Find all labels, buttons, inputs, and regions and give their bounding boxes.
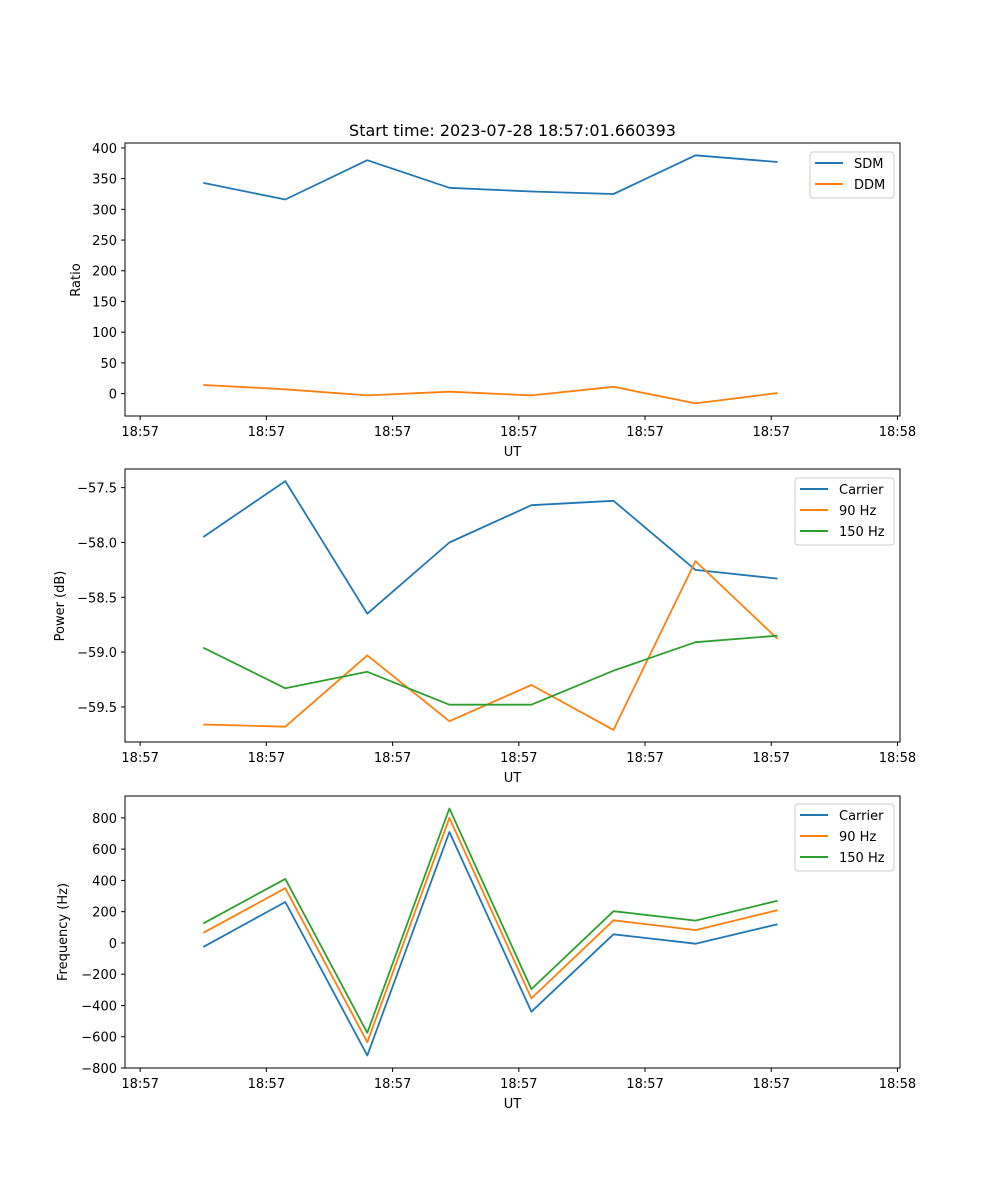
ratio-y-tick-label: 300	[92, 203, 117, 218]
frequency-series-group	[202, 807, 778, 1057]
ratio-x-tick-label: 18:58	[879, 425, 916, 440]
frequency-y-tick-label: 600	[92, 843, 117, 858]
frequency-x-ticks: 18:57 18:57 18:57 18:57 18:57 18:57 18:58	[121, 1068, 916, 1092]
ratio-y-tick-label: 200	[92, 265, 117, 280]
legend-label-90hz: 90 Hz	[839, 504, 876, 519]
ratio-y-tick-label: 150	[92, 295, 117, 310]
ratio-y-tick-label: 50	[100, 357, 117, 372]
frequency-series-150hz-line	[202, 807, 778, 1034]
legend-label-150hz: 150 Hz	[839, 851, 885, 866]
ratio-x-axis-label: UT	[504, 445, 522, 460]
power-y-ticks: −57.5 −58.0 −58.5 −59.0 −59.5	[77, 482, 125, 716]
power-series-carrier-line	[202, 480, 778, 615]
power-x-axis-label: UT	[504, 771, 522, 786]
legend-label-90hz: 90 Hz	[839, 830, 876, 845]
frequency-y-tick-label: −800	[81, 1062, 117, 1077]
frequency-x-tick-label: 18:57	[626, 1077, 663, 1092]
legend-box	[794, 477, 895, 546]
ratio-series-group	[203, 154, 778, 405]
ratio-x-tick-label: 18:57	[374, 425, 411, 440]
power-y-tick-label: −57.5	[77, 482, 117, 497]
power-y-axis-label: Power (dB)	[53, 571, 68, 642]
frequency-x-tick-label: 18:57	[500, 1077, 537, 1092]
power-series-150hz-line	[202, 634, 778, 706]
ratio-x-tick-label: 18:57	[626, 425, 663, 440]
frequency-y-axis-label: Frequency (Hz)	[56, 883, 71, 981]
legend-label-150hz: 150 Hz	[839, 525, 885, 540]
power-x-tick-label: 18:57	[753, 751, 790, 766]
power-x-tick-label: 18:58	[879, 751, 916, 766]
ratio-y-tick-label: 0	[109, 388, 117, 403]
ratio-y-ticks: 0 50 100 150 200 250 300 350 400	[92, 142, 125, 403]
frequency-y-tick-label: −600	[81, 1031, 117, 1046]
frequency-x-tick-label: 18:57	[121, 1077, 158, 1092]
frequency-y-tick-label: 400	[92, 874, 117, 889]
legend-label-carrier: Carrier	[839, 483, 884, 498]
ratio-panel: Start time: 2023-07-28 18:57:01.660393 1…	[69, 121, 916, 460]
power-x-tick-label: 18:57	[121, 751, 158, 766]
power-x-ticks: 18:57 18:57 18:57 18:57 18:57 18:57 18:58	[121, 742, 916, 766]
ratio-y-axis-label: Ratio	[69, 263, 84, 296]
legend-label-sdm: SDM	[854, 157, 883, 172]
chart-title: Start time: 2023-07-28 18:57:01.660393	[349, 121, 676, 140]
power-x-tick-label: 18:57	[248, 751, 285, 766]
frequency-series-carrier-line	[202, 831, 778, 1057]
frequency-y-tick-label: 0	[109, 937, 117, 952]
power-y-tick-label: −59.0	[77, 646, 117, 661]
ratio-y-tick-label: 400	[92, 142, 117, 157]
ratio-y-tick-label: 250	[92, 234, 117, 249]
power-x-tick-label: 18:57	[374, 751, 411, 766]
power-x-tick-label: 18:57	[626, 751, 663, 766]
frequency-legend: Carrier 90 Hz 150 Hz	[794, 803, 895, 872]
ratio-x-tick-label: 18:57	[753, 425, 790, 440]
ratio-series-ddm-line	[203, 384, 778, 405]
frequency-axes-frame	[124, 795, 901, 1069]
frequency-x-axis-label: UT	[504, 1097, 522, 1112]
frequency-x-tick-label: 18:58	[879, 1077, 916, 1092]
frequency-series-90hz-line	[202, 817, 778, 1044]
power-axes-frame	[124, 468, 901, 743]
ratio-series-sdm-line	[203, 154, 778, 201]
legend-label-carrier: Carrier	[839, 809, 884, 824]
power-y-tick-label: −59.5	[77, 701, 117, 716]
frequency-y-tick-label: 800	[92, 812, 117, 827]
frequency-x-tick-label: 18:57	[248, 1077, 285, 1092]
frequency-x-tick-label: 18:57	[374, 1077, 411, 1092]
frequency-y-tick-label: −200	[81, 968, 117, 983]
ratio-y-tick-label: 100	[92, 326, 117, 341]
frequency-panel: 18:57 18:57 18:57 18:57 18:57 18:57 18:58 −800…	[56, 795, 916, 1112]
ratio-x-tick-label: 18:57	[500, 425, 537, 440]
power-y-tick-label: −58.0	[77, 536, 117, 551]
power-y-tick-label: −58.5	[77, 591, 117, 606]
frequency-x-tick-label: 18:57	[753, 1077, 790, 1092]
ratio-y-tick-label: 350	[92, 173, 117, 188]
power-panel: 18:57 18:57 18:57 18:57 18:57 18:57 18:58 −57.…	[53, 468, 916, 786]
ratio-axes-frame	[124, 142, 901, 417]
frequency-y-tick-label: 200	[92, 906, 117, 921]
ratio-x-ticks: 18:57 18:57 18:57 18:57 18:57 18:57 18:58	[121, 416, 916, 440]
ratio-legend: SDM DDM	[809, 151, 895, 199]
legend-label-ddm: DDM	[854, 178, 885, 193]
ratio-x-tick-label: 18:57	[248, 425, 285, 440]
ratio-x-tick-label: 18:57	[121, 425, 158, 440]
legend-box	[794, 803, 895, 872]
power-legend: Carrier 90 Hz 150 Hz	[794, 477, 895, 546]
power-series-group	[202, 480, 779, 731]
power-x-tick-label: 18:57	[500, 751, 537, 766]
power-series-90hz-line	[203, 560, 779, 731]
frequency-y-tick-label: −400	[81, 999, 117, 1014]
frequency-y-ticks: −800 −600 −400 −200 0 200 400 600 800	[81, 812, 125, 1077]
